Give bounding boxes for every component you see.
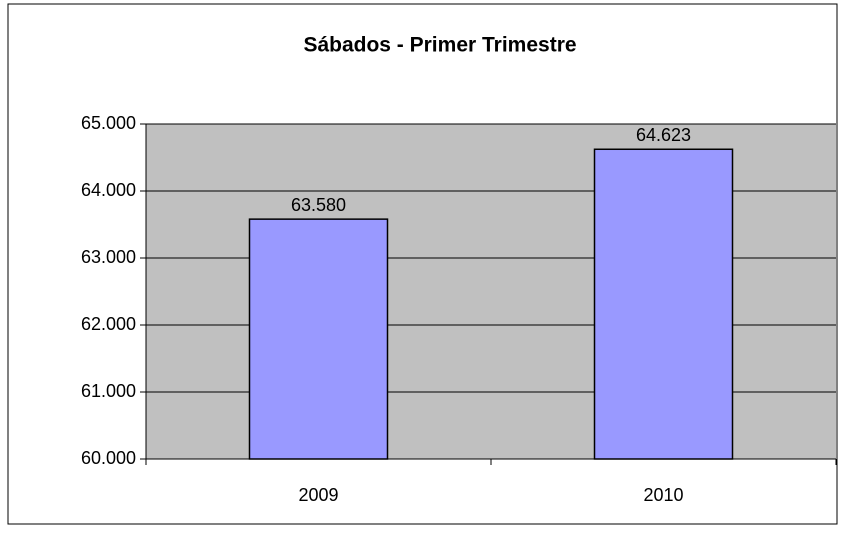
y-tick-label: 63.000 <box>81 247 136 267</box>
chart-title: Sábados - Primer Trimestre <box>303 34 576 57</box>
data-label: 63.580 <box>291 195 346 215</box>
x-tick-label: 2009 <box>298 485 338 505</box>
bar <box>248 218 389 460</box>
y-tick-label: 62.000 <box>81 314 136 334</box>
y-tick-label: 61.000 <box>81 381 136 401</box>
x-tick-label: 2010 <box>643 485 683 505</box>
y-tick-label: 64.000 <box>81 180 136 200</box>
y-tick-label: 60.000 <box>81 448 136 468</box>
y-tick-label: 65.000 <box>81 113 136 133</box>
bar <box>593 148 734 460</box>
data-label: 64.623 <box>636 125 691 145</box>
